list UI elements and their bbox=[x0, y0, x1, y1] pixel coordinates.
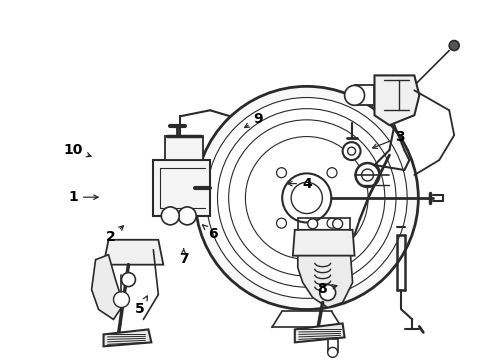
Text: 7: 7 bbox=[179, 249, 188, 266]
Circle shape bbox=[327, 347, 337, 357]
Circle shape bbox=[276, 168, 286, 178]
Circle shape bbox=[276, 218, 286, 228]
Circle shape bbox=[113, 292, 129, 307]
Polygon shape bbox=[374, 75, 419, 125]
Polygon shape bbox=[292, 230, 354, 256]
Polygon shape bbox=[153, 160, 210, 216]
Circle shape bbox=[121, 273, 135, 287]
Circle shape bbox=[355, 163, 379, 187]
Circle shape bbox=[342, 142, 360, 160]
Circle shape bbox=[448, 41, 458, 50]
Polygon shape bbox=[294, 323, 344, 342]
Circle shape bbox=[326, 168, 336, 178]
Circle shape bbox=[206, 98, 407, 298]
Circle shape bbox=[344, 85, 364, 105]
Circle shape bbox=[195, 86, 417, 310]
Circle shape bbox=[347, 147, 355, 155]
Circle shape bbox=[290, 182, 322, 213]
Circle shape bbox=[228, 120, 384, 276]
Text: 8: 8 bbox=[317, 282, 336, 296]
Text: 1: 1 bbox=[68, 190, 98, 204]
Text: 4: 4 bbox=[287, 177, 311, 190]
Polygon shape bbox=[327, 339, 337, 352]
Circle shape bbox=[361, 169, 373, 181]
Circle shape bbox=[245, 136, 367, 259]
Polygon shape bbox=[103, 240, 163, 265]
Circle shape bbox=[332, 219, 342, 229]
Circle shape bbox=[307, 219, 317, 229]
Polygon shape bbox=[91, 255, 123, 319]
Circle shape bbox=[319, 285, 335, 301]
Polygon shape bbox=[297, 256, 352, 307]
Circle shape bbox=[178, 207, 196, 225]
Circle shape bbox=[217, 109, 395, 287]
Text: 6: 6 bbox=[203, 225, 217, 241]
Text: 3: 3 bbox=[372, 130, 405, 148]
Text: 5: 5 bbox=[135, 296, 147, 316]
Polygon shape bbox=[103, 329, 151, 346]
Text: 2: 2 bbox=[105, 226, 123, 244]
Text: 9: 9 bbox=[244, 112, 263, 127]
Text: 10: 10 bbox=[63, 143, 91, 157]
Circle shape bbox=[282, 174, 331, 222]
Polygon shape bbox=[354, 85, 374, 105]
Polygon shape bbox=[165, 136, 203, 160]
Circle shape bbox=[326, 218, 336, 228]
Circle shape bbox=[161, 207, 179, 225]
